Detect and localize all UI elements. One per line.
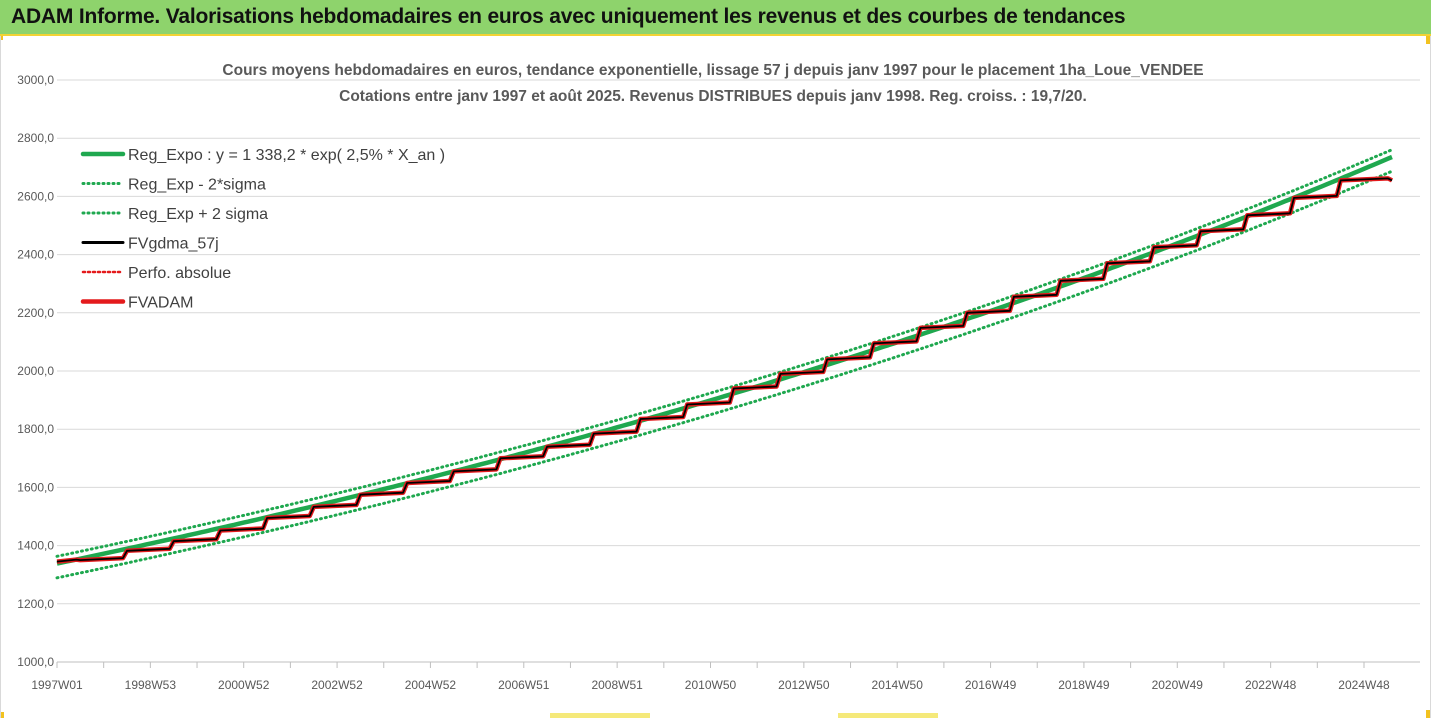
y-tick-label: 1800,0 [17, 422, 54, 436]
x-tick-label: 2018W49 [1058, 678, 1110, 692]
x-tick-label: 2010W50 [685, 678, 737, 692]
x-tick-label: 2000W52 [218, 678, 270, 692]
x-tick-label: 2016W49 [965, 678, 1017, 692]
frame-corner-bottom-left [0, 712, 4, 718]
y-tick-label: 1000,0 [17, 655, 54, 669]
y-tick-label: 1600,0 [17, 480, 54, 494]
x-tick-label: 2008W51 [591, 678, 643, 692]
x-tick-label: 2006W51 [498, 678, 550, 692]
frame-corner-top-left [0, 36, 3, 40]
sheet-tab-marker [550, 713, 650, 718]
chart-title-line: Cotations entre janv 1997 et août 2025. … [339, 88, 1087, 105]
frame-corner-top-right [1426, 36, 1431, 44]
legend-label: Reg_Exp - 2*sigma [128, 177, 266, 194]
legend-label: Reg_Expo : y = 1 338,2 * exp( 2,5% * X_a… [128, 147, 445, 164]
y-tick-label: 2000,0 [17, 364, 54, 378]
report-title: ADAM Informe. Valorisations hebdomadaire… [11, 5, 1126, 28]
x-tick-label: 2002W52 [311, 678, 363, 692]
x-tick-label: 2022W48 [1245, 678, 1297, 692]
report-banner: ADAM Informe. Valorisations hebdomadaire… [0, 0, 1431, 36]
x-tick-label: 1997W01 [31, 678, 83, 692]
sheet-tab-marker [838, 713, 938, 718]
x-tick-label: 2012W50 [778, 678, 830, 692]
y-tick-label: 2600,0 [17, 189, 54, 203]
legend-label: FVgdma_57j [128, 236, 219, 253]
legend-label: FVADAM [128, 295, 193, 312]
series-fvgdma-57j [56, 177, 1393, 563]
x-tick-label: 2014W50 [872, 678, 924, 692]
x-tick-label: 2004W52 [405, 678, 457, 692]
legend-label: Reg_Exp + 2 sigma [128, 206, 268, 223]
y-tick-label: 2800,0 [17, 131, 54, 145]
frame-corner-bottom-right [1426, 710, 1431, 718]
x-tick-label: 1998W53 [125, 678, 177, 692]
y-tick-label: 1400,0 [17, 539, 54, 553]
x-tick-label: 2024W48 [1338, 678, 1390, 692]
y-tick-label: 3000,0 [17, 73, 54, 87]
chart-title-line: Cours moyens hebdomadaires en euros, ten… [222, 62, 1203, 79]
y-tick-label: 1200,0 [17, 597, 54, 611]
y-tick-label: 2400,0 [17, 248, 54, 262]
y-tick-label: 2200,0 [17, 306, 54, 320]
x-tick-label: 2020W49 [1152, 678, 1204, 692]
legend-label: Perfo. absolue [128, 265, 231, 282]
